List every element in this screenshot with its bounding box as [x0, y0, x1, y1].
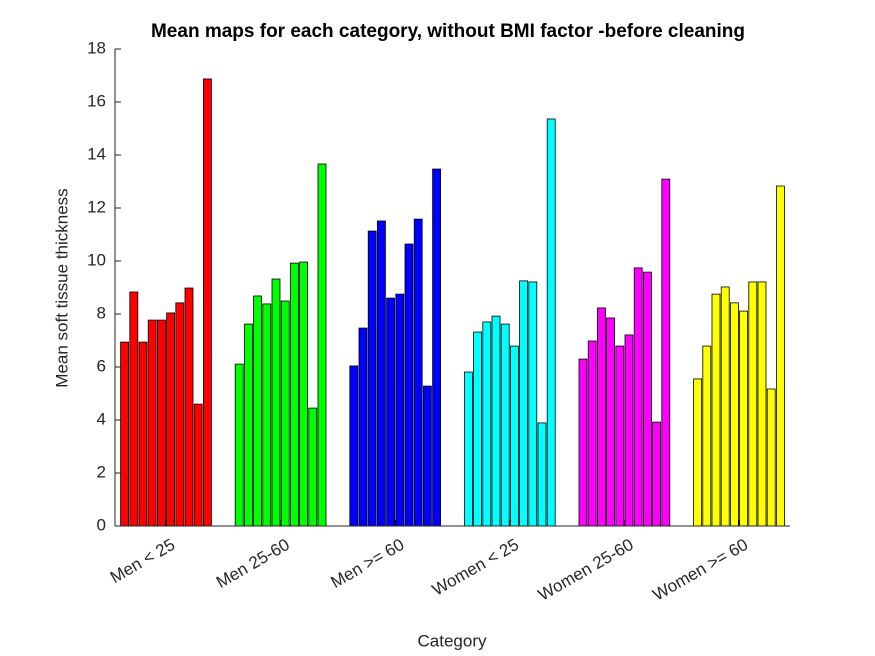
bar — [519, 280, 528, 527]
x-tick-label: Men 25-60 — [213, 535, 293, 592]
bar — [349, 365, 359, 527]
bar — [757, 281, 767, 527]
bar — [597, 307, 606, 527]
bar — [234, 363, 244, 527]
bar — [317, 163, 327, 527]
y-tick-label: 4 — [97, 409, 106, 428]
bar — [643, 271, 652, 527]
bar — [652, 421, 661, 527]
bar — [308, 407, 318, 527]
x-tick-label: Women 25-60 — [535, 535, 637, 605]
y-tick-label: 0 — [97, 515, 106, 534]
y-tick-label: 16 — [87, 91, 106, 110]
bar — [624, 334, 634, 527]
bar — [413, 218, 423, 527]
bar — [537, 422, 547, 527]
bar — [748, 281, 758, 527]
bar — [404, 243, 414, 527]
bar — [730, 302, 739, 527]
bar — [120, 341, 129, 527]
bar — [166, 312, 176, 527]
y-tick-label: 2 — [97, 462, 106, 481]
bar — [702, 345, 712, 527]
bar — [633, 267, 643, 527]
bar — [280, 300, 290, 527]
bar — [528, 281, 538, 527]
x-axis-label: Category — [418, 631, 487, 650]
x-tick-label: Men >= 60 — [328, 535, 408, 592]
bar — [193, 403, 203, 527]
bar — [500, 323, 510, 527]
bar — [546, 118, 556, 527]
bar — [491, 315, 501, 527]
y-tick-label: 10 — [87, 250, 106, 269]
bar — [253, 295, 263, 527]
bar — [129, 291, 139, 527]
bar — [463, 371, 473, 527]
bar — [615, 345, 625, 527]
bar — [776, 185, 785, 527]
bar — [243, 323, 253, 527]
bar — [386, 297, 396, 527]
bar — [509, 345, 519, 527]
bar — [606, 317, 615, 527]
y-tick-label: 12 — [87, 197, 106, 216]
y-tick-label: 18 — [87, 38, 106, 57]
x-tick-label: Women < 25 — [429, 535, 522, 600]
bar — [739, 310, 748, 527]
y-axis-label: Mean soft tissue thickness — [52, 188, 71, 387]
chart-title: Mean maps for each category, without BMI… — [151, 21, 745, 42]
bar — [376, 220, 386, 527]
bar — [578, 358, 588, 527]
bar — [720, 286, 730, 527]
bar — [693, 378, 702, 527]
bar — [156, 319, 166, 527]
bar — [432, 168, 442, 527]
x-tick-label: Men < 25 — [107, 535, 178, 587]
bar — [184, 287, 194, 527]
bar — [299, 261, 309, 527]
bar — [358, 327, 368, 527]
y-tick-label: 14 — [87, 144, 106, 163]
bar — [262, 303, 272, 527]
bar — [473, 331, 483, 527]
bar — [661, 178, 671, 527]
y-tick-label: 6 — [97, 356, 106, 375]
bar — [175, 302, 185, 527]
bar — [395, 293, 405, 527]
bar — [147, 319, 157, 527]
bar — [271, 278, 281, 527]
bar — [289, 262, 299, 527]
bar — [766, 388, 776, 527]
bar — [711, 293, 721, 527]
bar — [482, 321, 492, 527]
bar — [422, 385, 432, 527]
bar — [202, 78, 212, 527]
y-tick-label: 8 — [97, 303, 106, 322]
bar — [138, 341, 148, 527]
x-tick-label: Women >= 60 — [650, 535, 752, 605]
bar — [367, 230, 377, 527]
bar — [587, 340, 597, 527]
